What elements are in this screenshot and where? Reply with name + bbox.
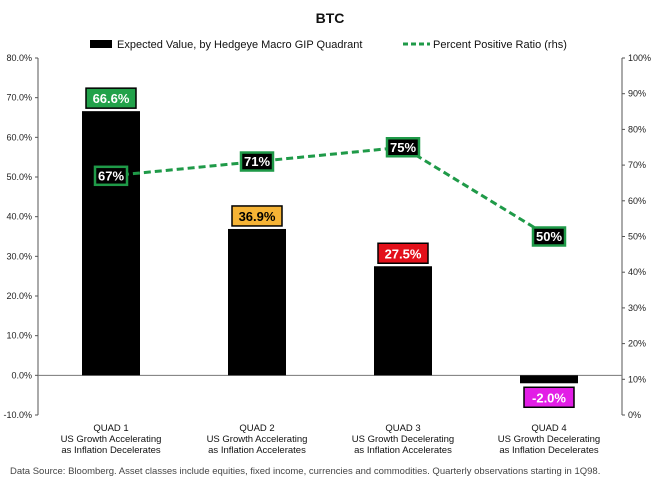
left-tick-label: 30.0% (6, 251, 32, 261)
line-point-marker (239, 151, 275, 172)
percent-positive-line (110, 145, 550, 238)
right-tick-label: 50% (628, 232, 646, 242)
category-label: QUAD 3 (385, 423, 420, 434)
axes: 80.0% 70.0% 60.0% 50.0% 40.0% 30.0% 20.0% 10.0%… (3, 53, 651, 420)
line-point-marker (93, 165, 129, 187)
category-label: as Inflation Decelerates (499, 445, 599, 456)
line-point-label: 75% (390, 140, 416, 155)
right-tick-label: 30% (628, 303, 646, 313)
bar (82, 111, 140, 376)
category-label: as Inflation Accelerates (354, 445, 452, 456)
left-tick-label: -10.0% (3, 410, 32, 420)
chart-title: BTC (316, 10, 345, 26)
bars (82, 111, 578, 384)
category-label: US Growth Accelerating (61, 434, 162, 445)
legend-bar-swatch (90, 40, 112, 48)
category-label: QUAD 1 (93, 423, 128, 434)
line-point-label: 50% (536, 229, 562, 244)
bar-value-label: 36.9% (239, 209, 276, 224)
bar-value-label-box (377, 242, 429, 264)
left-tick-label: 20.0% (6, 291, 32, 301)
right-tick-label: 0% (628, 410, 641, 420)
category-label: US Growth Accelerating (207, 434, 308, 445)
line-point-marker (385, 137, 421, 158)
left-tick-label: 80.0% (6, 53, 32, 63)
bar (374, 266, 432, 376)
category-label: as Inflation Accelerates (208, 445, 306, 456)
line-point-label: 67% (98, 168, 124, 183)
left-tick-label: 40.0% (6, 212, 32, 222)
bar-value-label: 27.5% (385, 246, 422, 261)
bar (520, 375, 578, 384)
legend-line-label: Percent Positive Ratio (rhs) (433, 39, 567, 51)
category-label: QUAD 4 (531, 423, 566, 434)
right-tick-label: 20% (628, 339, 646, 349)
bar-value-label-box (523, 386, 575, 409)
right-tick-label: 100% (628, 53, 651, 63)
line-path (110, 145, 550, 238)
category-label: as Inflation Decelerates (61, 445, 161, 456)
left-tick-label: 0.0% (11, 370, 32, 380)
legend: Expected Value, by Hedgeye Macro GIP Qua… (90, 39, 567, 51)
category-label: US Growth Decelerating (352, 434, 454, 445)
bar (228, 228, 286, 376)
left-tick-label: 60.0% (6, 132, 32, 142)
category-label: US Growth Decelerating (498, 434, 600, 445)
data-labels: 66.6% 36.9% 27.5% -2.0% 67% 71% 75% 50% (85, 87, 575, 409)
right-tick-label: 80% (628, 124, 646, 134)
right-tick-label: 90% (628, 89, 646, 99)
left-tick-label: 50.0% (6, 172, 32, 182)
line-point-label: 71% (244, 154, 270, 169)
left-tick-label: 70.0% (6, 93, 32, 103)
legend-bar-label: Expected Value, by Hedgeye Macro GIP Qua… (117, 39, 362, 51)
left-tick-label: 10.0% (6, 331, 32, 341)
bar-value-label: -2.0% (532, 390, 566, 405)
bar-value-label: 66.6% (93, 91, 130, 106)
category-label: QUAD 2 (239, 423, 274, 434)
right-tick-label: 60% (628, 196, 646, 206)
line-point-marker (531, 226, 567, 247)
right-tick-label: 70% (628, 160, 646, 170)
right-tick-label: 40% (628, 267, 646, 277)
bar-value-label-box (85, 87, 137, 109)
footnote: Data Source: Bloomberg. Asset classes in… (10, 466, 600, 477)
right-tick-label: 10% (628, 374, 646, 384)
bar-value-label-box (231, 205, 283, 227)
